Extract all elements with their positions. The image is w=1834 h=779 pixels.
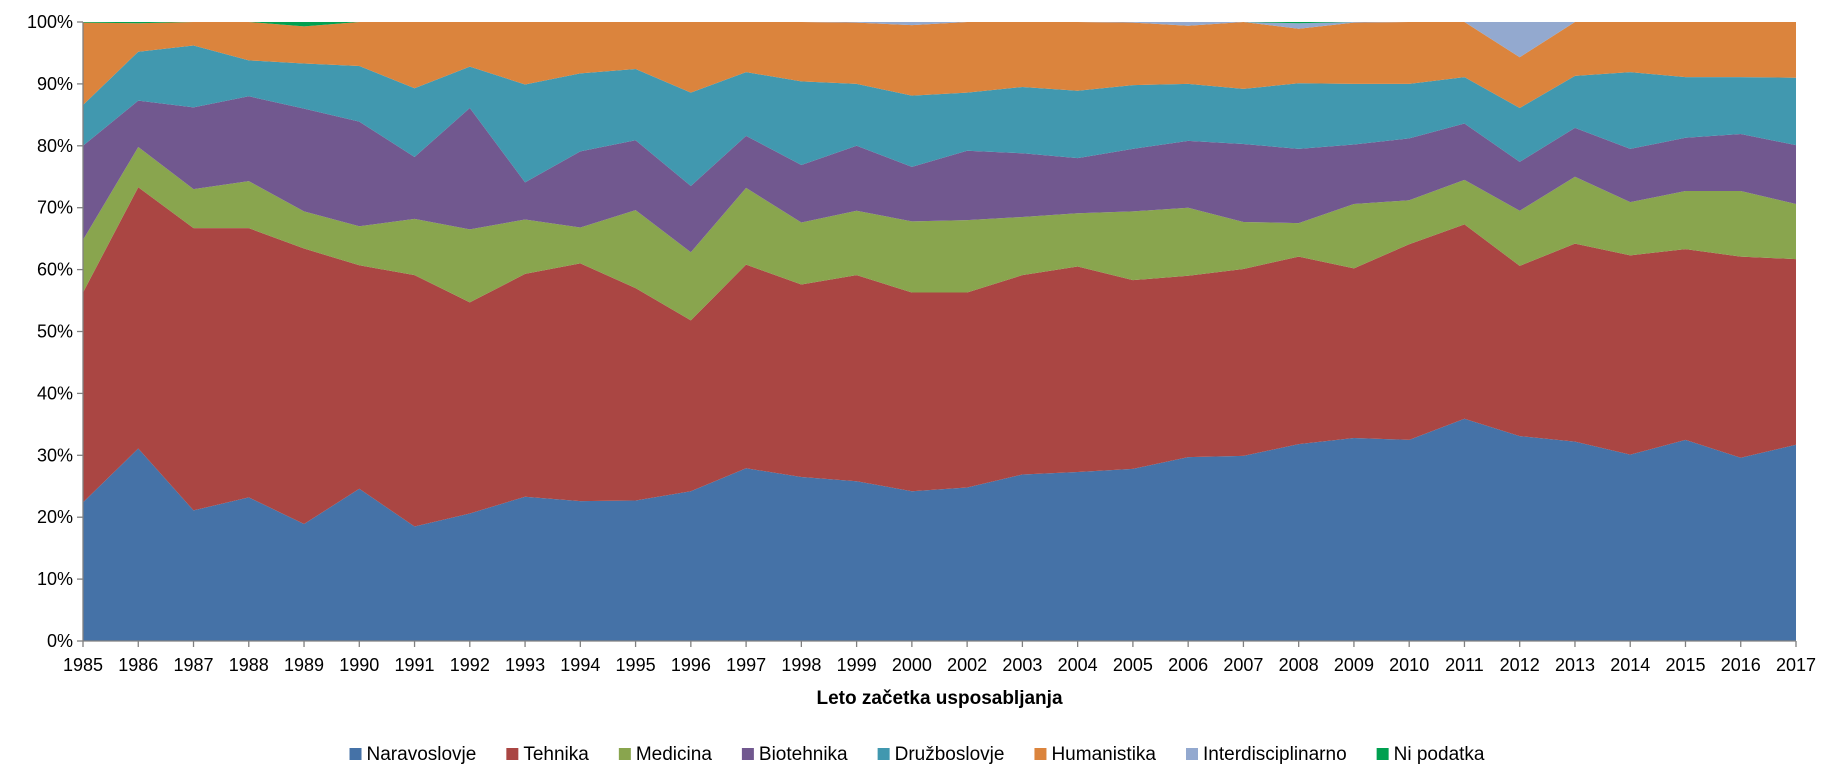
area-humanistika: [83, 22, 1796, 109]
x-tick-label: 1988: [229, 655, 269, 675]
legend-item-tehnika: Tehnika: [506, 744, 589, 765]
x-tick-label: 1990: [339, 655, 379, 675]
legend-label: Biotehnika: [759, 744, 848, 765]
x-tick-label: 1995: [616, 655, 656, 675]
x-tick-label: 2015: [1665, 655, 1705, 675]
legend-label: Humanistika: [1051, 744, 1156, 765]
x-tick-label: 2010: [1389, 655, 1429, 675]
x-tick-label: 2008: [1279, 655, 1319, 675]
y-tick-label: 50%: [37, 322, 73, 342]
y-tick-label: 30%: [37, 445, 73, 465]
legend-item-biotehnika: Biotehnika: [741, 744, 848, 765]
x-tick-label: 1993: [505, 655, 545, 675]
y-tick-label: 10%: [37, 569, 73, 589]
x-tick-label: 2017: [1776, 655, 1816, 675]
area-medicina: [83, 147, 1796, 321]
x-tick-label: 1989: [284, 655, 324, 675]
legend-item-naravoslovje: Naravoslovje: [349, 744, 477, 765]
legend-swatch: [1034, 748, 1047, 760]
legend-label: Medicina: [636, 744, 712, 765]
area-biotehnika: [83, 96, 1796, 253]
legend-swatch: [877, 748, 890, 760]
y-tick-label: 100%: [27, 12, 73, 32]
legend-item-dru-boslovje: Družboslovje: [877, 744, 1005, 765]
legend-label: Tehnika: [523, 744, 589, 765]
legend-swatch: [618, 748, 631, 760]
x-tick-label: 1992: [450, 655, 490, 675]
legend-label: Družboslovje: [895, 744, 1005, 765]
legend: Naravoslovje Tehnika Medicina Biotehnika Dru…: [349, 744, 1485, 765]
legend-swatch: [1376, 748, 1389, 760]
legend-label: Ni podatka: [1394, 744, 1485, 765]
y-tick-label: 60%: [37, 260, 73, 280]
area-naravoslovje: [83, 418, 1796, 641]
y-tick-label: 90%: [37, 74, 73, 94]
area-dru-boslovje: [83, 45, 1796, 187]
x-tick-label: 2002: [947, 655, 987, 675]
legend-item-interdisciplinarno: Interdisciplinarno: [1186, 744, 1347, 765]
x-tick-label: 1985: [63, 655, 103, 675]
x-tick-label: 1991: [395, 655, 435, 675]
legend-swatch: [741, 748, 754, 760]
x-tick-label: 1994: [560, 655, 600, 675]
legend-label: Interdisciplinarno: [1203, 744, 1347, 765]
legend-item-medicina: Medicina: [618, 744, 712, 765]
legend-item-humanistika: Humanistika: [1034, 744, 1156, 765]
x-tick-label: 2007: [1223, 655, 1263, 675]
x-axis-title: Leto začetka usposabljanja: [816, 688, 1062, 709]
y-tick-label: 70%: [37, 198, 73, 218]
x-tick-label: 1998: [781, 655, 821, 675]
x-tick-label: 2005: [1113, 655, 1153, 675]
x-tick-label: 2012: [1500, 655, 1540, 675]
x-tick-label: 1996: [671, 655, 711, 675]
x-axis-tick-labels: 1985 1986 1987 1988 1989 1990 1991 1992 1993 1994…: [63, 655, 1816, 675]
axes: [77, 21, 1797, 647]
area-tehnika: [83, 187, 1796, 527]
y-tick-label: 80%: [37, 136, 73, 156]
y-tick-label: 20%: [37, 507, 73, 527]
x-tick-label: 2014: [1610, 655, 1650, 675]
x-tick-label: 1987: [173, 655, 213, 675]
x-tick-label: 2006: [1168, 655, 1208, 675]
legend-swatch: [1186, 748, 1198, 760]
x-tick-label: 2016: [1721, 655, 1761, 675]
y-tick-label: 40%: [37, 383, 73, 403]
legend-swatch: [349, 748, 362, 760]
x-tick-label: 2000: [892, 655, 932, 675]
legend-label: Naravoslovje: [367, 744, 477, 765]
x-tick-label: 2003: [1002, 655, 1042, 675]
x-tick-label: 1986: [118, 655, 158, 675]
x-tick-label: 2013: [1555, 655, 1595, 675]
legend-swatch: [506, 748, 519, 760]
area-series-group: [83, 22, 1796, 641]
x-tick-label: 1997: [726, 655, 766, 675]
x-tick-label: 2004: [1058, 655, 1098, 675]
area-ni-podatka: [83, 22, 1796, 27]
y-tick-label: 0%: [47, 631, 73, 651]
x-tick-label: 2009: [1334, 655, 1374, 675]
y-axis-tick-labels: 0% 10% 20% 30% 40% 50% 60% 70% 80% 90% 100%: [27, 12, 73, 651]
x-tick-label: 1999: [837, 655, 877, 675]
x-tick-label: 2011: [1445, 655, 1484, 675]
legend-item-ni-podatka: Ni podatka: [1376, 744, 1485, 765]
